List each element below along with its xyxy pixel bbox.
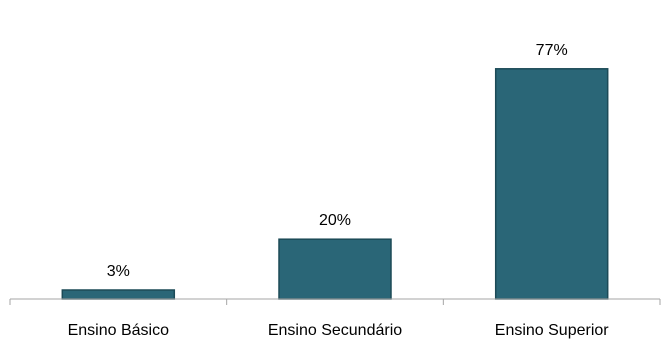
x-tick-label: Ensino Secundário (268, 322, 402, 339)
bars-group (61, 68, 609, 300)
bar-2 (278, 238, 392, 300)
data-label: 20% (319, 212, 351, 229)
x-axis-ticks (9, 299, 661, 305)
bar-1 (61, 289, 176, 300)
data-labels-group: 3% 20% 77% (107, 42, 568, 280)
data-label: 77% (536, 42, 568, 59)
data-label: 3% (107, 263, 130, 280)
bar-3 (494, 68, 609, 300)
x-tick-labels-group: Ensino Básico Ensino Secundário Ensino Sup… (68, 322, 610, 339)
x-tick-label: Ensino Básico (68, 322, 169, 339)
x-tick-label: Ensino Superior (495, 322, 610, 339)
